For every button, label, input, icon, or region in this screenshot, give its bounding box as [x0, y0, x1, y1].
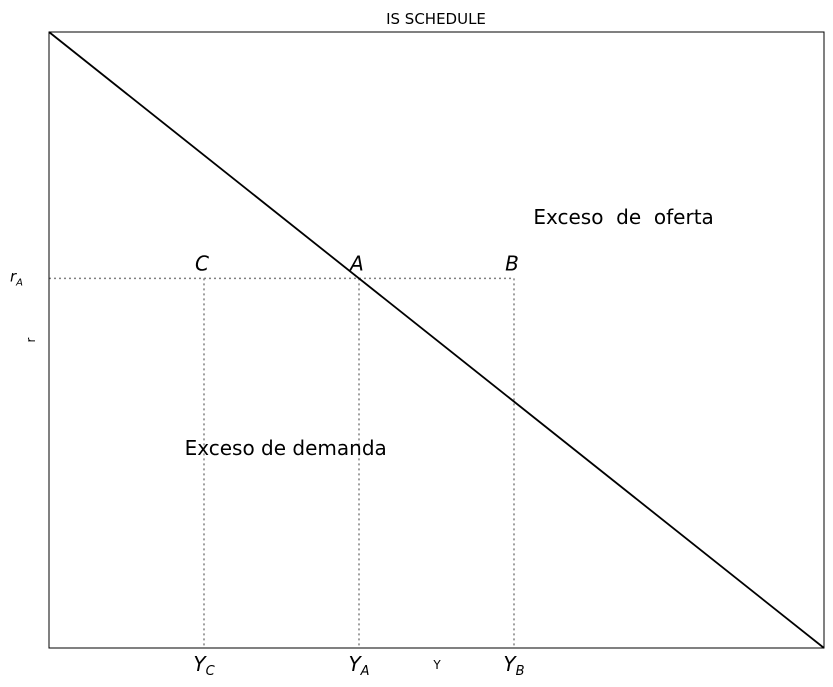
series-group — [48, 31, 825, 649]
x-tick-label-b: YB — [503, 652, 524, 679]
excess-supply-label: Exceso de oferta — [533, 205, 713, 229]
excess-demand-label: Exceso de demanda — [185, 436, 387, 460]
y-tick-labels: rA — [10, 267, 23, 288]
chart-title: IS SCHEDULE — [386, 10, 486, 28]
point-label-a: A — [348, 251, 364, 275]
y-axis-label: r — [24, 337, 38, 342]
point-label-b: B — [505, 251, 519, 275]
point-label-c: C — [195, 251, 209, 275]
is-curve-line — [48, 31, 825, 649]
plot-frame — [48, 31, 825, 649]
x-tick-labels: YC YA YB — [193, 652, 524, 679]
x-axis-label: Y — [432, 658, 441, 672]
guide-lines — [49, 277, 515, 648]
annotations: Exceso de oferta Exceso de demanda — [185, 205, 714, 460]
x-tick-label-a: YA — [348, 652, 369, 679]
x-tick-label-c: YC — [193, 652, 215, 679]
y-tick-label-a: rA — [10, 267, 23, 288]
